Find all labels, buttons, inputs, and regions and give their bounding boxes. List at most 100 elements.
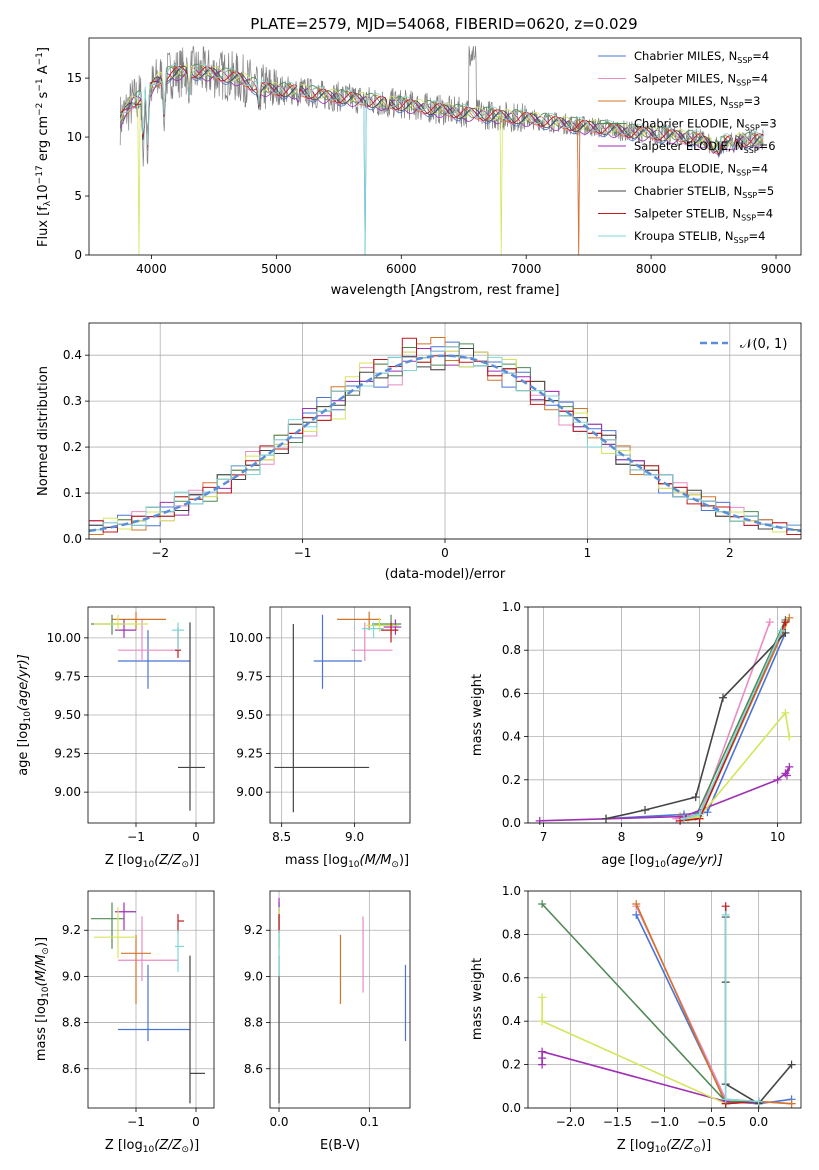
age-weight-ylabel: mass weight [470, 674, 485, 756]
legend-label: Salpeter MILES, NSSP=4 [634, 72, 768, 88]
weight-point [777, 626, 786, 635]
legend-label: Chabrier STELIB, NSSP=5 [634, 184, 774, 200]
y-tick-label: 9.50 [236, 708, 263, 722]
y-tick-label: 0.6 [502, 971, 521, 985]
y-tick-label: 9.50 [54, 708, 81, 722]
weight-point [535, 816, 544, 825]
weight-point [781, 708, 790, 717]
x-tick-label: 0 [192, 1115, 200, 1129]
y-tick-label: 0.0 [63, 532, 82, 546]
y-tick-label: 0.4 [63, 348, 82, 362]
y-tick-label: 5 [74, 189, 82, 203]
weight-point [773, 775, 782, 784]
x-tick-label: −1.5 [603, 1115, 632, 1129]
x-tick-label: 7000 [511, 262, 542, 276]
weight-point [538, 1060, 547, 1069]
weight-series [541, 997, 727, 1105]
x-tick-label: 0 [441, 546, 449, 560]
x-tick-label: 7 [540, 830, 548, 844]
weight-point [721, 1095, 730, 1104]
x-tick-label: −1 [294, 546, 312, 560]
spectrum-xlabel: wavelength [Angstrom, rest frame] [331, 283, 560, 298]
y-tick-label: 0.0 [502, 1101, 521, 1115]
x-tick-label: 4000 [136, 262, 167, 276]
model-spectrum [119, 65, 764, 156]
spectrum-panel: PLATE=2579, MJD=54068, FIBERID=0620, z=0… [35, 15, 802, 298]
z-mass-xlabel: Z [log10(Z/Z⊙)] [105, 1138, 199, 1155]
y-tick-label: 15 [67, 71, 82, 85]
legend-label: Chabrier MILES, NSSP=4 [634, 49, 769, 65]
z-age-ylabel: age [log10(age/yr)] [16, 654, 33, 776]
weight-series [541, 1050, 726, 1103]
mass-age-xlabel: mass [log10(M/M⊙)] [285, 853, 409, 870]
gaussian-curve [88, 354, 802, 533]
y-tick-label: 9.0 [244, 969, 263, 983]
weight-point [765, 618, 774, 627]
histogram-legend: 𝒩(0, 1) [700, 337, 787, 352]
spectrum-legend: Chabrier MILES, NSSP=4 Salpeter MILES, NS… [598, 49, 777, 245]
x-tick-label: 2 [726, 546, 734, 560]
age-weight-xlabel: age [log10(age/yr)] [601, 853, 723, 870]
x-tick-label: 5000 [261, 262, 292, 276]
x-tick-label: 1 [584, 546, 592, 560]
age-weight-panel: 7 8 9 10 0.0 0.2 0.4 0.6 0.8 1.0 age [log10(age/y… [470, 600, 802, 870]
weight-point [785, 732, 794, 741]
y-tick-label: 10 [67, 130, 82, 144]
y-tick-label: 0.4 [502, 730, 521, 744]
y-tick-label: 8.8 [62, 1016, 81, 1030]
weight-series [724, 906, 759, 1105]
x-tick-label: 0 [192, 830, 200, 844]
x-tick-label: −0.5 [697, 1115, 726, 1129]
x-tick-label: 0.0 [269, 1115, 288, 1129]
y-tick-label: 0.8 [502, 927, 521, 941]
weight-point [695, 810, 704, 819]
weight-point [782, 771, 791, 780]
legend-label: Chabrier ELODIE, NSSP=3 [634, 117, 777, 133]
y-tick-label: 9.2 [244, 923, 263, 937]
weight-series [724, 914, 759, 1103]
spectrum-title: PLATE=2579, MJD=54068, FIBERID=0620, z=0… [250, 15, 637, 33]
x-tick-label: −2.0 [556, 1115, 585, 1129]
weight-series [687, 710, 791, 820]
weight-point [787, 1060, 796, 1069]
weight-point [538, 900, 547, 909]
y-tick-label: 9.75 [54, 669, 81, 683]
y-tick-label: 0.1 [63, 486, 82, 500]
z-age-xlabel: Z [log10(Z/Z⊙)] [105, 853, 199, 870]
weight-point [785, 613, 794, 622]
y-tick-label: 0.2 [502, 773, 521, 787]
x-tick-label: −1 [127, 830, 145, 844]
weight-point [691, 793, 700, 802]
x-tick-label: 9.0 [345, 830, 364, 844]
weight-point [538, 993, 547, 1002]
model-spectrum [120, 63, 764, 256]
z-weight-panel: −2.0 −1.5 −1.0 −0.5 0.0 0.0 0.2 0.4 0.6 0.8 1.0 Z … [470, 884, 802, 1155]
y-tick-label: 8.6 [244, 1062, 263, 1076]
x-tick-label: 0.1 [360, 1115, 379, 1129]
histogram-xlabel: (data-model)/error [385, 567, 506, 582]
y-tick-label: 9.2 [62, 923, 81, 937]
weight-point [641, 806, 649, 815]
z-mass-ylabel: mass [log10(M/M⊙)] [34, 937, 51, 1061]
model-spectrum [119, 63, 764, 256]
gauss-legend-label: 𝒩(0, 1) [740, 337, 787, 352]
weight-point [721, 910, 730, 919]
x-tick-label: 9 [696, 830, 704, 844]
weight-series [539, 766, 791, 822]
y-tick-label: 10.00 [229, 631, 263, 645]
ebv-mass-panel: 0.0 0.1 8.6 8.8 9.0 9.2 E(B-V) [244, 890, 411, 1153]
x-tick-label: 8 [618, 830, 626, 844]
y-tick-label: 8.8 [244, 1016, 263, 1030]
weight-point [754, 1097, 763, 1106]
weight-point [721, 902, 730, 911]
weight-point [680, 814, 688, 823]
weight-point [538, 1017, 547, 1026]
x-tick-label: −1 [127, 1115, 145, 1129]
legend-label: Kroupa MILES, NSSP=3 [634, 94, 760, 110]
z-age-panel: −1 0 9.00 9.25 9.50 9.75 10.00 Z [log10(Z/Z⊙)]… [16, 606, 215, 870]
weight-point [787, 1099, 796, 1108]
legend-label: Salpeter STELIB, NSSP=4 [634, 207, 773, 223]
model-spectrum [120, 63, 764, 152]
y-tick-label: 0.2 [63, 440, 82, 454]
